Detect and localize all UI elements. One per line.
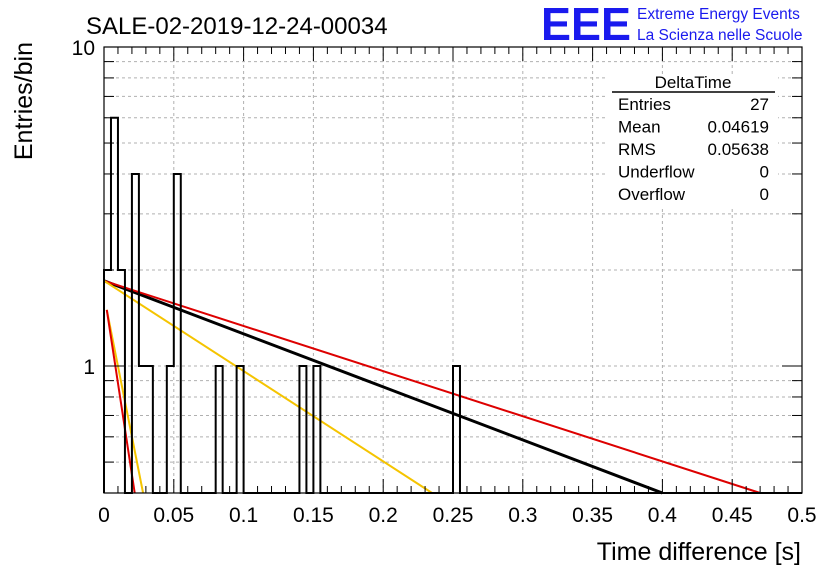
stats-label: Overflow bbox=[618, 185, 686, 204]
chart-title: SALE-02-2019-12-24-00034 bbox=[86, 13, 388, 40]
histogram-bin bbox=[216, 366, 223, 493]
x-tick-label: 0 bbox=[98, 504, 110, 527]
x-tick-label: 0.05 bbox=[153, 504, 194, 527]
y-tick-labels: 1 10 bbox=[72, 37, 95, 379]
x-tick-label: 0.35 bbox=[572, 504, 613, 527]
histogram-bin bbox=[237, 366, 244, 493]
histogram-bin bbox=[167, 366, 174, 493]
x-tick-label: 0.15 bbox=[293, 504, 334, 527]
eee-logo: EEE bbox=[541, 0, 631, 50]
y-tick-label: 1 bbox=[83, 356, 95, 379]
stats-value: 0.04619 bbox=[708, 118, 769, 137]
x-axis-label: Time difference [s] bbox=[597, 538, 801, 566]
stats-value: 27 bbox=[750, 95, 769, 114]
histogram-bin bbox=[453, 366, 460, 493]
x-tick-labels: 0 0.05 0.1 0.15 0.2 0.25 0.3 0.35 0.4 0.45 0.5 bbox=[98, 504, 816, 527]
histogram-bin bbox=[104, 270, 111, 493]
y-tick-label: 10 bbox=[72, 37, 95, 60]
stats-label: Underflow bbox=[618, 163, 695, 182]
stats-rows: Entries 27 Mean 0.04619 RMS 0.05638 Underflow 0… bbox=[618, 95, 769, 204]
stats-label: RMS bbox=[618, 140, 656, 159]
histogram-bin bbox=[313, 366, 320, 493]
axis-ticks bbox=[103, 46, 803, 494]
y-axis-label: Entries/bin bbox=[10, 42, 38, 160]
histogram-bin bbox=[174, 174, 181, 493]
x-tick-label: 0.45 bbox=[712, 504, 753, 527]
stats-label: Mean bbox=[618, 118, 661, 137]
logo-line-2: La Scienza nelle Scuole bbox=[637, 27, 802, 44]
stats-box: DeltaTime Entries 27 Mean 0.04619 RMS 0.05638… bbox=[608, 73, 778, 208]
stats-name: DeltaTime bbox=[655, 73, 732, 92]
stats-value: 0 bbox=[760, 185, 769, 204]
fit-line-0 bbox=[103, 279, 663, 495]
histogram-bin bbox=[146, 366, 153, 493]
fit-line-1 bbox=[103, 279, 761, 494]
fit-lines bbox=[103, 279, 761, 495]
fit-line-4 bbox=[105, 309, 136, 494]
x-tick-label: 0.5 bbox=[787, 504, 816, 527]
x-tick-label: 0.4 bbox=[648, 504, 678, 527]
x-tick-label: 0.3 bbox=[508, 504, 537, 527]
histogram-bin bbox=[299, 366, 306, 493]
stats-value: 0 bbox=[760, 163, 769, 182]
x-tick-label: 0.25 bbox=[433, 504, 474, 527]
x-tick-label: 0.1 bbox=[229, 504, 258, 527]
logo-line-1: Extreme Energy Events bbox=[637, 6, 800, 23]
x-tick-label: 0.2 bbox=[369, 504, 398, 527]
fit-line-2 bbox=[103, 279, 433, 494]
stats-label: Entries bbox=[618, 95, 671, 114]
stats-value: 0.05638 bbox=[708, 140, 769, 159]
